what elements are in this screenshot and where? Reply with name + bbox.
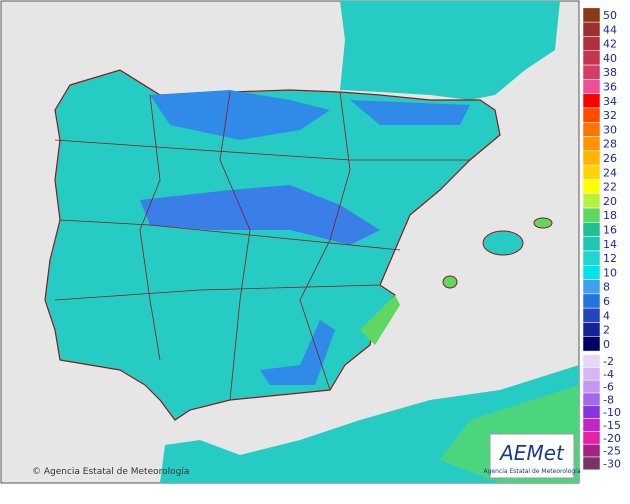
legend-swatch [582,64,601,80]
legend-label: 6 [603,295,610,308]
legend-swatch [582,307,601,323]
legend-swatch [582,222,601,237]
legend-swatch [582,50,601,66]
legend-swatch [582,379,601,394]
legend-swatch [582,418,601,432]
legend-swatch [582,179,601,194]
legend-swatch [582,107,601,123]
legend-label: 42 [603,38,617,51]
legend-label: 50 [603,9,617,22]
region-borders [54,91,470,401]
france [340,1,560,100]
legend-label: 8 [603,281,610,294]
legend-swatch [582,265,601,280]
legend-swatch [582,193,601,209]
legend-label: 12 [603,252,617,265]
legend-swatch [582,207,601,223]
legend-label: 32 [603,109,617,122]
legend-label: -25 [603,445,621,458]
legend-label: 36 [603,81,617,94]
legend-swatch [582,293,601,309]
legend-label: 10 [603,266,617,279]
legend-swatch [582,36,601,52]
legend-swatch [582,431,601,445]
legend-swatch [582,150,601,166]
legend-swatch [582,164,601,180]
legend-label: 38 [603,66,617,79]
legend-swatch [582,279,601,295]
legend-swatch [582,392,601,407]
mallorca [482,230,524,256]
legend-swatch [582,79,601,94]
legend-label: 34 [603,95,617,108]
legend-swatch [582,354,601,368]
legend-swatch [582,322,601,338]
legend-swatch [582,236,601,252]
legend-swatch [582,336,601,352]
legend-swatch [582,93,601,109]
logo-brand: AEMet [498,441,565,465]
legend-label: 24 [603,166,617,179]
legend-label: 16 [603,224,617,237]
iberia [44,69,501,421]
legend-label: -30 [603,457,621,470]
legend-label: -8 [603,393,614,406]
legend-label: 2 [603,324,610,337]
legend-label: 28 [603,138,617,151]
legend-label: -2 [603,355,614,368]
legend-label: 0 [603,338,610,351]
legend-swatch [582,456,601,471]
logo-subtitle: Agencia Estatal de Meteorología [484,468,581,475]
legend-label: 30 [603,123,617,136]
legend-label: -6 [603,381,614,394]
ibiza [442,275,458,289]
cantabrian-cold [150,90,330,140]
pyrenees-cold [350,100,470,125]
legend-label: 20 [603,195,617,208]
legend-swatch [582,7,601,23]
legend-swatch [582,443,601,458]
legend-label: 44 [603,23,617,36]
legend-label: 22 [603,181,617,194]
copyright: © Agencia Estatal de Meteorología [32,467,189,477]
legend-label: 40 [603,52,617,65]
legend-swatch [582,405,601,419]
south-cold [260,320,335,385]
legend-label: 18 [603,209,617,222]
legend-swatch [582,367,601,381]
legend-label: 4 [603,309,610,322]
legend-swatch [582,122,601,137]
east-warm [360,295,400,345]
map: AEMet Agencia Estatal de Meteorología © … [0,0,581,484]
menorca [533,217,553,229]
legend-label: 14 [603,238,617,251]
legend-label: -20 [603,432,621,445]
legend-swatch [582,136,601,152]
legend-swatch [582,250,601,266]
legend: 5044424038363432302826242220181614121086… [582,7,621,471]
legend-label: -15 [603,419,621,432]
legend-label: -10 [603,406,621,419]
legend-label: 26 [603,152,617,165]
logo-box [489,433,575,479]
legend-label: -4 [603,368,614,381]
central-cold [140,185,380,245]
legend-swatch [582,21,601,37]
